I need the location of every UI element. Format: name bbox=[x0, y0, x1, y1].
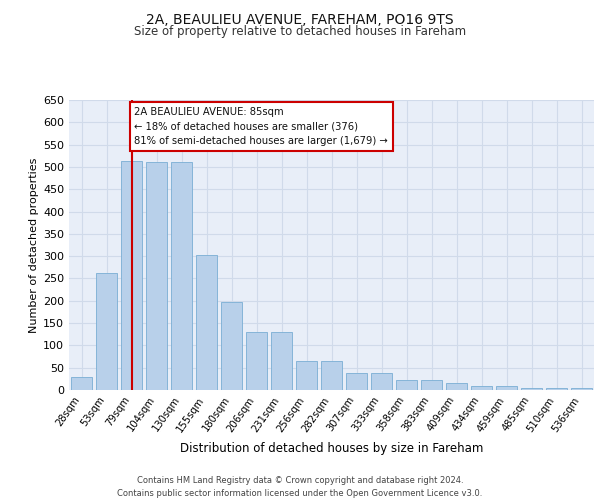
Y-axis label: Number of detached properties: Number of detached properties bbox=[29, 158, 39, 332]
Bar bbox=[546, 388, 567, 390]
Bar bbox=[196, 255, 217, 390]
Bar bbox=[446, 384, 467, 390]
Bar bbox=[71, 376, 92, 390]
X-axis label: Distribution of detached houses by size in Fareham: Distribution of detached houses by size … bbox=[180, 442, 483, 455]
Bar bbox=[521, 388, 542, 390]
Bar bbox=[371, 373, 392, 390]
Text: Contains HM Land Registry data © Crown copyright and database right 2024.
Contai: Contains HM Land Registry data © Crown c… bbox=[118, 476, 482, 498]
Bar bbox=[496, 386, 517, 390]
Bar bbox=[171, 162, 192, 390]
Bar bbox=[96, 273, 117, 390]
Bar bbox=[421, 380, 442, 390]
Bar bbox=[471, 386, 492, 390]
Bar bbox=[571, 388, 592, 390]
Text: 2A, BEAULIEU AVENUE, FAREHAM, PO16 9TS: 2A, BEAULIEU AVENUE, FAREHAM, PO16 9TS bbox=[146, 12, 454, 26]
Bar bbox=[396, 380, 417, 390]
Bar bbox=[221, 302, 242, 390]
Text: 2A BEAULIEU AVENUE: 85sqm
← 18% of detached houses are smaller (376)
81% of semi: 2A BEAULIEU AVENUE: 85sqm ← 18% of detac… bbox=[134, 106, 388, 146]
Bar bbox=[296, 361, 317, 390]
Bar bbox=[271, 332, 292, 390]
Bar bbox=[321, 361, 342, 390]
Bar bbox=[146, 162, 167, 390]
Bar bbox=[246, 332, 267, 390]
Bar bbox=[346, 373, 367, 390]
Text: Size of property relative to detached houses in Fareham: Size of property relative to detached ho… bbox=[134, 25, 466, 38]
Bar bbox=[121, 161, 142, 390]
